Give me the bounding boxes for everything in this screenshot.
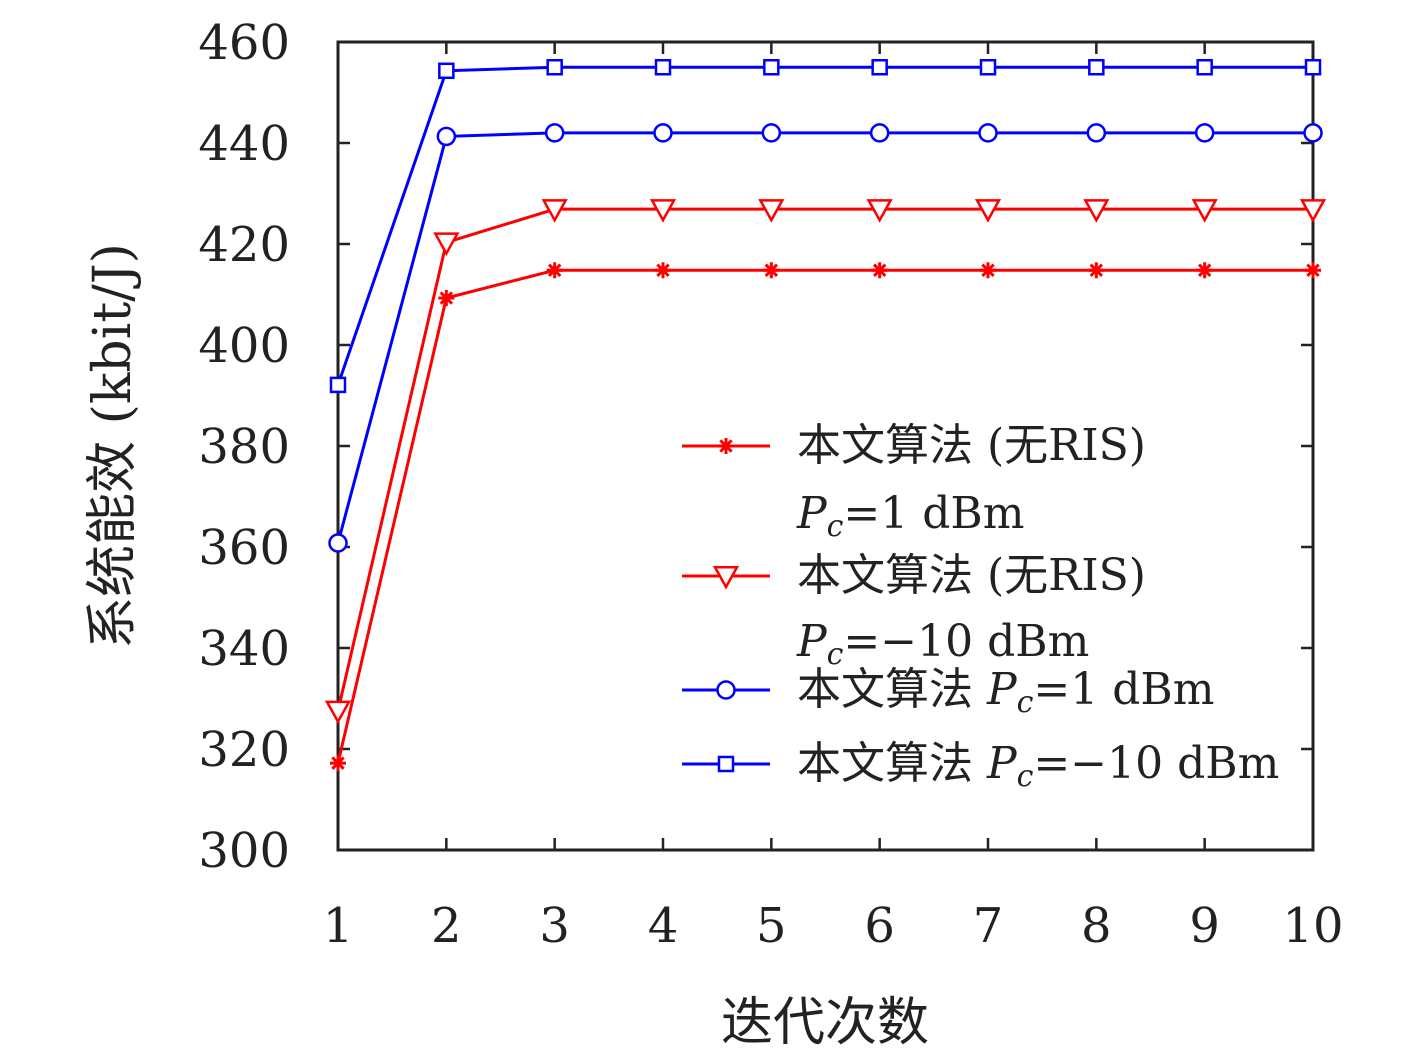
series-3 <box>328 123 1323 553</box>
data-point-square <box>438 62 455 80</box>
data-point-triangle-down <box>433 232 460 257</box>
data-point-circle <box>1303 123 1323 143</box>
data-point-asterisk <box>1305 262 1321 279</box>
y-tick-label: 400 <box>198 318 290 374</box>
y-tick-label: 440 <box>198 116 290 172</box>
series-line <box>336 65 1313 386</box>
legend-swatch-marker <box>716 680 736 700</box>
data-point-triangle-down <box>541 199 568 223</box>
data-point-square <box>1304 59 1322 76</box>
legend-item: 本文算法 Pc=1 dBm <box>682 664 1215 720</box>
data-point-asterisk <box>438 290 455 307</box>
data-point-asterisk <box>546 262 563 279</box>
y-tick-label: 380 <box>198 419 290 475</box>
x-tick-label: 8 <box>1081 898 1112 954</box>
x-tick-label: 3 <box>539 898 570 954</box>
x-tick-label: 2 <box>431 898 462 954</box>
data-point-asterisk <box>1196 262 1213 279</box>
data-point-triangle-down <box>1191 199 1218 223</box>
x-tick-label: 10 <box>1282 898 1343 954</box>
y-axis-title: 系统能效 (kbit/J) <box>83 243 143 649</box>
data-point-square <box>329 376 347 394</box>
y-tick-label: 420 <box>198 217 290 273</box>
legend-swatch-marker <box>717 755 735 773</box>
legend-swatch-marker <box>712 565 740 590</box>
data-point-triangle-down <box>649 199 677 223</box>
legend-label-sub: Pc=1 dBm <box>796 488 1025 544</box>
y-tick-label: 300 <box>198 823 290 879</box>
series-line <box>336 207 1313 711</box>
legend-item: 本文算法 (无RIS) Pc=−10 dBm <box>682 550 1146 672</box>
x-tick-label: 1 <box>323 898 354 954</box>
data-point-circle <box>761 123 782 143</box>
y-tick-label: 360 <box>198 520 290 576</box>
series-1 <box>330 262 1321 772</box>
data-point-triangle-down <box>758 199 785 223</box>
y-axis-ticks: 300 320 340 360 380 400 420 440 460 <box>198 15 1313 879</box>
data-point-square <box>871 59 888 76</box>
legend-item: 本文算法 Pc=−10 dBm <box>682 738 1279 794</box>
legend-label-sub: Pc=−10 dBm <box>796 616 1089 672</box>
data-point-triangle-down <box>1083 199 1110 223</box>
data-point-asterisk <box>655 262 671 279</box>
data-point-square <box>763 59 780 76</box>
data-point-triangle-down <box>866 199 893 223</box>
data-point-square <box>1088 59 1105 76</box>
legend-label: 本文算法 Pc=−10 dBm <box>797 738 1279 794</box>
data-point-circle <box>978 123 998 143</box>
y-tick-label: 320 <box>198 722 290 778</box>
x-tick-label: 7 <box>973 898 1004 954</box>
data-point-asterisk <box>1088 262 1105 279</box>
legend-swatch-marker <box>718 438 734 454</box>
x-axis-ticks: 1 2 3 4 5 6 7 8 9 10 <box>323 42 1344 954</box>
x-axis-title: 迭代次数 <box>721 993 929 1053</box>
legend-label: 本文算法 Pc=1 dBm <box>797 664 1215 720</box>
series-layer <box>324 59 1327 772</box>
data-point-square <box>1196 59 1213 76</box>
y-tick-label: 460 <box>198 15 290 71</box>
series-line <box>336 131 1313 544</box>
data-point-asterisk <box>871 262 888 279</box>
x-tick-label: 9 <box>1189 898 1220 954</box>
data-point-triangle-down <box>1299 199 1327 223</box>
series-line <box>336 268 1313 764</box>
x-tick-label: 6 <box>864 898 895 954</box>
data-point-circle <box>544 123 565 143</box>
data-point-asterisk <box>330 755 346 772</box>
series-4 <box>329 59 1322 394</box>
data-point-circle <box>1194 123 1215 143</box>
data-point-asterisk <box>763 262 780 279</box>
x-tick-label: 5 <box>756 898 787 954</box>
data-point-circle <box>1086 123 1107 143</box>
legend-label: 本文算法 (无RIS) <box>797 550 1146 601</box>
legend-item: 本文算法 (无RIS) Pc=1 dBm <box>682 420 1146 544</box>
series-2 <box>324 199 1327 725</box>
y-tick-label: 340 <box>198 621 290 677</box>
data-point-square <box>979 59 997 76</box>
data-point-triangle-down <box>324 700 352 725</box>
data-point-square <box>546 59 563 76</box>
data-point-asterisk <box>980 262 996 279</box>
data-point-circle <box>653 123 673 143</box>
data-point-circle <box>436 126 457 147</box>
data-point-circle <box>869 123 890 143</box>
legend: 本文算法 (无RIS) Pc=1 dBm 本文算法 (无RIS) Pc=−10 dBm… <box>682 420 1279 794</box>
x-tick-label: 4 <box>648 898 679 954</box>
data-point-triangle-down <box>974 199 1002 223</box>
data-point-circle <box>328 533 348 553</box>
legend-label: 本文算法 (无RIS) <box>797 420 1146 471</box>
data-point-square <box>654 59 672 76</box>
